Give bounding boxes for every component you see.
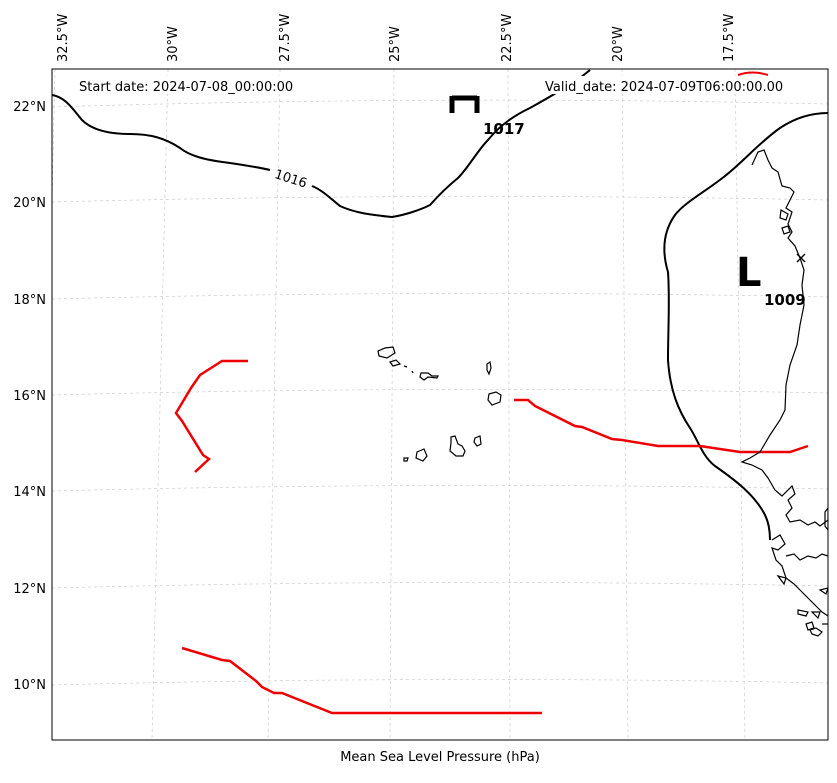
low-pressure-value: 1009 — [764, 291, 806, 309]
graticule — [52, 69, 828, 740]
african-coastline — [740, 149, 828, 637]
lat-tick-label: 12°N — [13, 582, 46, 597]
start-date-label: Start date: 2024-07-08_00:00:00 — [79, 80, 293, 95]
lat-tick-label: 10°N — [13, 678, 46, 693]
lat-tick-label: 18°N — [13, 293, 46, 308]
red-marker-arc — [737, 71, 769, 76]
fronts — [174, 359, 809, 715]
lon-tick-label: 30°W — [166, 26, 181, 62]
lon-tick-label: 20°W — [611, 26, 626, 62]
lat-tick-label: 16°N — [13, 389, 46, 404]
lat-tick-label: 14°N — [13, 485, 46, 500]
latitude-ticks: 22°N 20°N 18°N 16°N 14°N 12°N 10°N — [13, 100, 46, 693]
front-west — [174, 359, 248, 473]
x-axis-label: Mean Sea Level Pressure (hPa) — [340, 750, 540, 765]
lat-tick-label: 22°N — [13, 100, 46, 115]
low-center-x-icon — [796, 253, 806, 263]
lon-tick-label: 32.5°W — [56, 14, 71, 62]
lon-tick-label: 22.5°W — [500, 14, 515, 62]
low-pressure-symbol: L — [736, 250, 762, 296]
valid-date-label: Valid_date: 2024-07-09T06:00:00.00 — [545, 80, 783, 95]
map-area — [52, 69, 828, 740]
cape-verde-islands — [377, 346, 502, 462]
high-marker-glyph — [449, 95, 480, 113]
front-south — [181, 646, 542, 715]
map-frame — [51, 68, 829, 741]
isobar-low-contour — [663, 112, 828, 541]
valid-label-bg — [538, 76, 808, 94]
front-east — [514, 398, 809, 454]
longitude-ticks: 32.5°W 30°W 27.5°W 25°W 22.5°W 20°W 17.5… — [56, 14, 737, 62]
lat-tick-label: 20°N — [13, 196, 46, 211]
lon-tick-label: 17.5°W — [722, 14, 737, 62]
high-pressure-value: 1017 — [483, 120, 525, 138]
isobar-1016 — [52, 69, 591, 219]
lon-tick-label: 27.5°W — [278, 14, 293, 62]
lon-tick-label: 25°W — [388, 26, 403, 62]
start-label-bg — [70, 76, 320, 94]
